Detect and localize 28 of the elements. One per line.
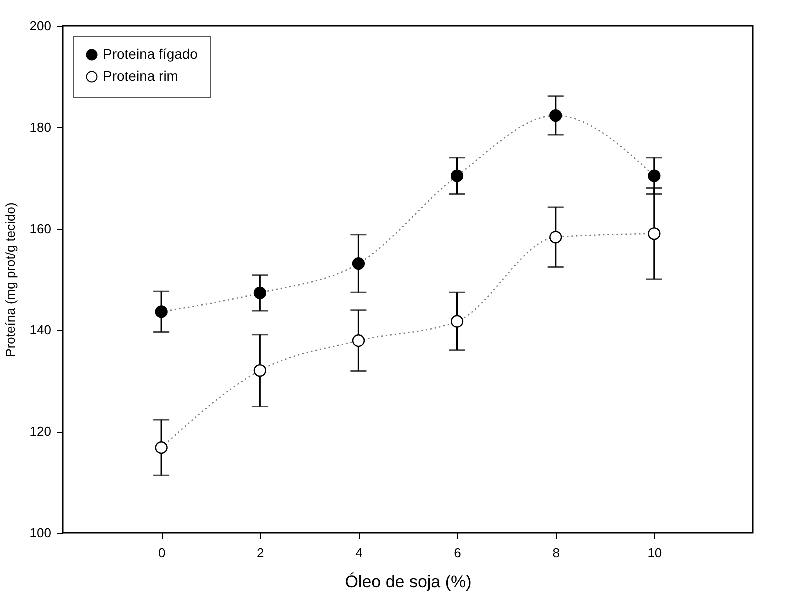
point [550, 109, 562, 122]
point [450, 315, 464, 328]
y-tick-label: 160 [30, 221, 52, 236]
x-tick-label: 10 [648, 546, 662, 560]
point [254, 286, 266, 300]
point [155, 306, 168, 318]
point [352, 257, 366, 270]
y-tick-label: 140 [30, 322, 52, 338]
x-tick-label: 4 [356, 546, 363, 560]
y-tick-label: 200 [30, 18, 52, 34]
point [254, 364, 266, 378]
point [648, 228, 661, 240]
x-tick-label: 6 [454, 546, 462, 560]
point [648, 170, 661, 182]
y-tick-label: 120 [30, 424, 52, 440]
x-tick-label: 8 [552, 546, 560, 560]
point [550, 231, 562, 244]
x-tick-label: 0 [158, 546, 166, 560]
legend-label: Proteina rim [103, 68, 178, 84]
point [155, 442, 168, 454]
point [352, 334, 366, 348]
x-axis-title: Óleo de soja (%) [345, 572, 472, 592]
legend-label: Proteina fígado [103, 46, 198, 62]
x-tick-label: 2 [257, 546, 264, 560]
y-axis-title: Proteína (mg prot/g tecido) [2, 202, 18, 358]
point [450, 170, 464, 182]
y-tick-label: 180 [30, 120, 52, 135]
y-tick-label: 100 [30, 526, 52, 540]
